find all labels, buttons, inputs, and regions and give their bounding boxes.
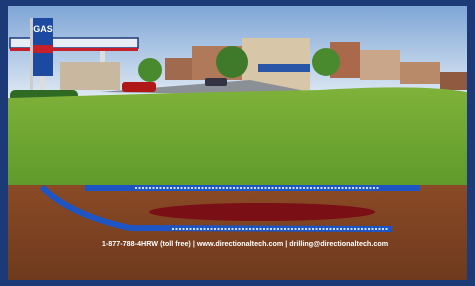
grass: [8, 87, 467, 186]
contamination-plume: [149, 203, 375, 221]
soil: [8, 185, 467, 280]
contact-line: 1-877-788-4HRW (toll free) | www.directi…: [102, 239, 388, 248]
illustration: GAS 1-877-788-4HRW (toll free) | www.dir…: [0, 0, 475, 286]
sign-text: GAS: [33, 24, 53, 34]
